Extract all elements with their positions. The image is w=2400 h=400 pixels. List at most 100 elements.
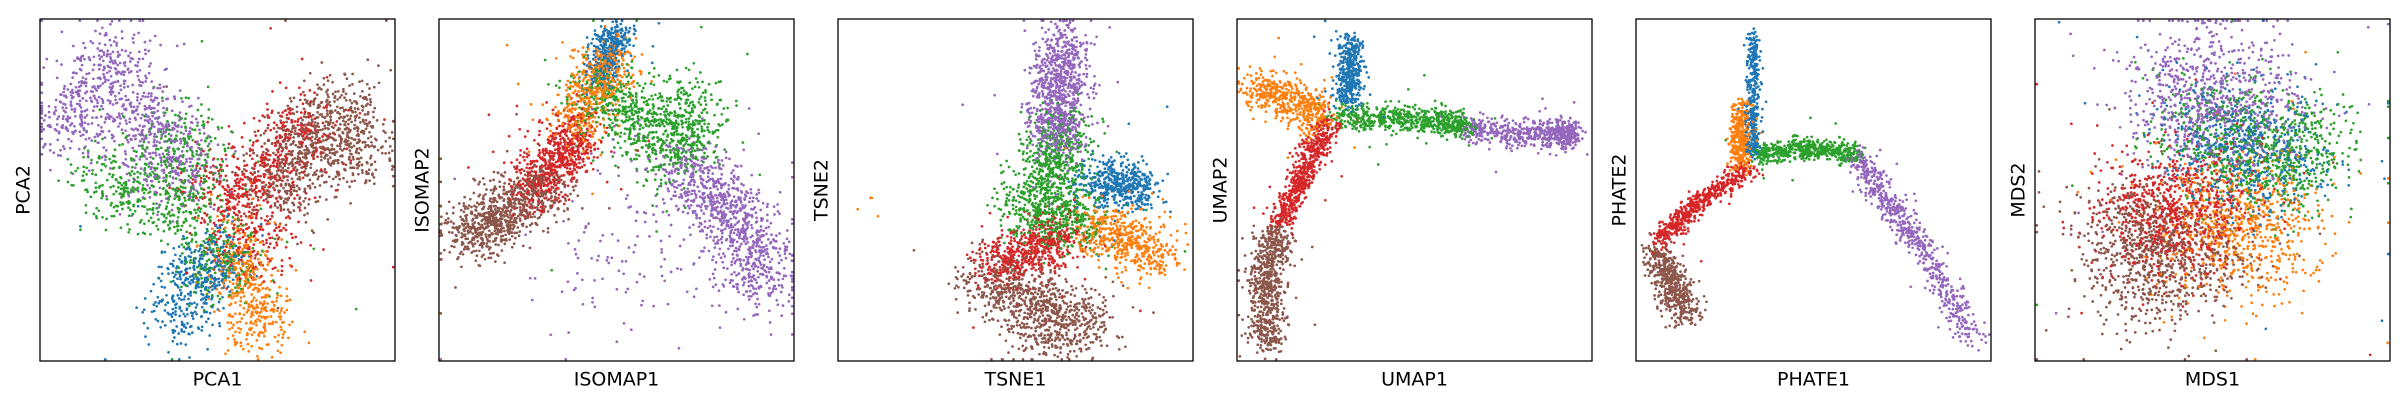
scatter-point: [348, 84, 351, 87]
scatter-point: [766, 238, 770, 241]
scatter-point: [297, 220, 300, 224]
scatter-point: [256, 129, 260, 133]
scatter-point: [275, 291, 279, 295]
scatter-point: [253, 228, 257, 232]
scatter-point: [131, 165, 134, 169]
scatter-point: [149, 216, 153, 220]
scatter-point: [467, 204, 471, 207]
scatter-point: [224, 230, 227, 233]
scatter-point: [217, 251, 220, 255]
scatter-point: [177, 224, 180, 228]
scatter-point: [69, 100, 73, 104]
scatter-point: [259, 174, 262, 178]
scatter-point: [628, 26, 632, 30]
scatter-point: [214, 165, 218, 169]
scatter-point: [213, 243, 217, 246]
scatter-point: [171, 294, 175, 298]
scatter-point: [290, 177, 294, 181]
scatter-point: [198, 210, 202, 213]
scatter-point: [182, 234, 185, 238]
scatter-point: [198, 182, 202, 186]
scatter-point: [142, 321, 146, 325]
scatter-point: [296, 123, 300, 127]
scatter-point: [269, 195, 273, 199]
scatter-point: [336, 183, 340, 187]
scatter-point: [101, 194, 105, 198]
scatter-point: [312, 157, 315, 161]
scatter-point: [232, 184, 236, 188]
scatter-point: [270, 111, 274, 115]
scatter-point: [348, 155, 351, 159]
scatter-point: [337, 117, 341, 120]
scatter-point: [298, 86, 301, 90]
scatter-point: [159, 43, 162, 47]
scatter-point: [339, 135, 343, 139]
scatter-point: [128, 60, 132, 63]
scatter-point: [319, 150, 323, 154]
scatter-point: [391, 137, 395, 141]
scatter-point: [266, 149, 270, 153]
scatter-point: [309, 279, 313, 282]
scatter-point: [84, 188, 87, 192]
scatter-point: [632, 24, 636, 28]
scatter-point: [95, 206, 98, 210]
scatter-point: [291, 111, 295, 115]
scatter-point: [232, 223, 236, 227]
scatter-point: [360, 79, 364, 83]
scatter-point: [281, 333, 285, 336]
scatter-point: [284, 109, 287, 112]
scatter-point: [91, 90, 95, 94]
scatter-point: [105, 54, 109, 58]
scatter-point: [273, 144, 277, 148]
scatter-point: [120, 128, 124, 132]
scatter-point: [219, 198, 222, 202]
scatter-point: [114, 36, 117, 39]
scatter-point: [207, 216, 211, 220]
scatter-point: [276, 349, 280, 353]
scatter-point: [218, 226, 222, 229]
scatter-point: [294, 126, 297, 130]
scatter-point: [76, 57, 80, 61]
scatter-point: [203, 246, 207, 250]
scatter-point: [163, 324, 167, 327]
scatter-point: [275, 241, 278, 245]
scatter-point: [194, 272, 197, 276]
scatter-point: [234, 181, 238, 184]
scatter-point: [349, 107, 353, 111]
scatter-point: [638, 84, 641, 88]
scatter-point: [83, 121, 87, 125]
scatter-point: [224, 198, 228, 202]
scatter-point: [231, 145, 235, 148]
scatter-point: [245, 163, 249, 167]
scatter-point: [217, 264, 221, 268]
scatter-point: [313, 171, 317, 174]
scatter-point: [107, 129, 111, 133]
scatter-point: [113, 139, 116, 143]
scatter-point: [241, 145, 245, 149]
scatter-point: [255, 139, 258, 143]
scatter-point: [131, 83, 135, 87]
scatter-point: [216, 230, 220, 233]
scatter-point: [222, 260, 226, 263]
scatter-point: [343, 123, 346, 126]
scatter-point: [135, 70, 139, 74]
scatter-point: [228, 246, 232, 250]
scatter-point: [191, 311, 195, 315]
scatter-point: [216, 157, 220, 161]
scatter-point: [61, 106, 65, 109]
scatter-point: [66, 117, 70, 121]
scatter-point: [278, 81, 282, 84]
scatter-point: [206, 347, 209, 351]
scatter-point: [198, 247, 202, 251]
scatter-point: [129, 19, 133, 23]
scatter-point: [523, 135, 527, 138]
scatter-point: [143, 222, 146, 226]
scatter-point: [253, 256, 257, 260]
scatter-point: [731, 253, 735, 256]
scatter-point: [98, 157, 101, 160]
scatter-point: [210, 237, 214, 240]
scatter-point: [94, 181, 98, 185]
scatter-point: [304, 115, 308, 119]
scatter-point: [52, 151, 56, 155]
scatter-point: [260, 216, 263, 220]
